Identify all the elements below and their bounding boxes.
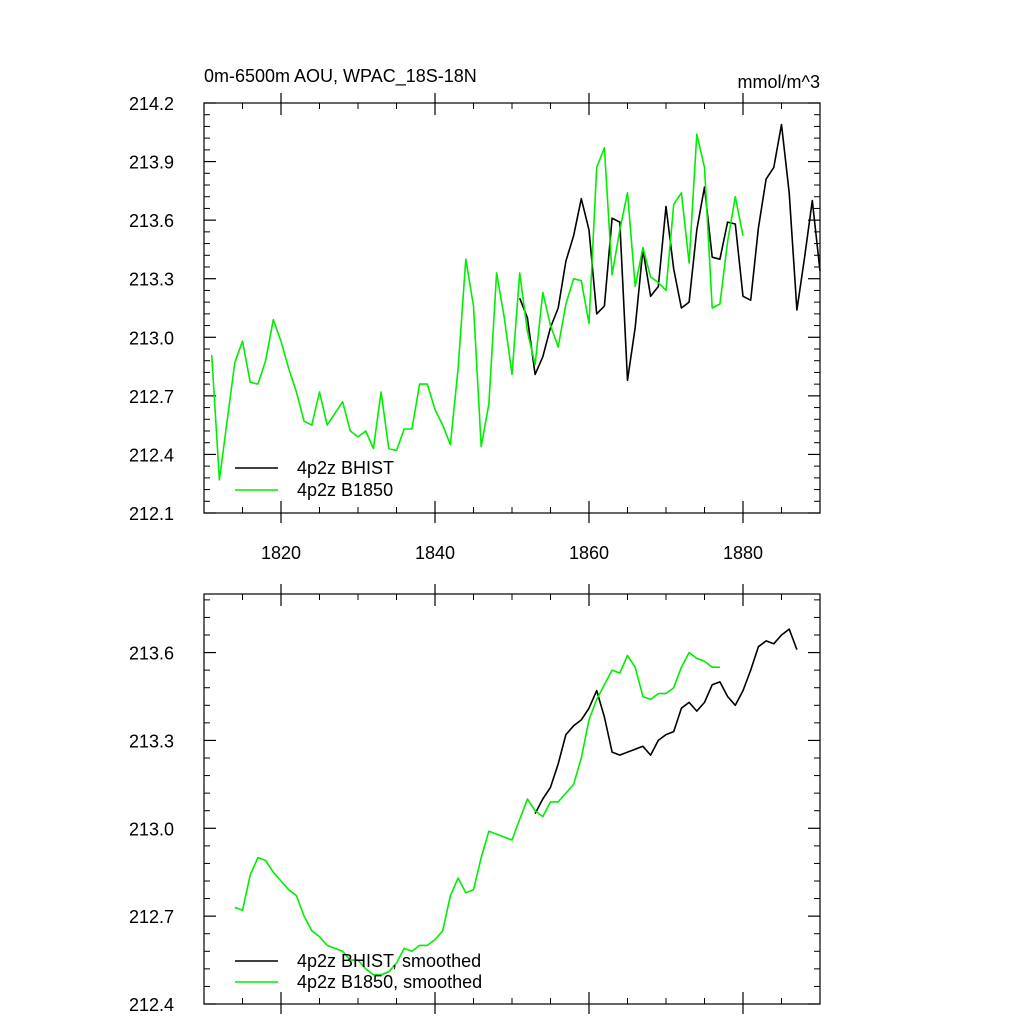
legend-label-b1850-smoothed: 4p2z B1850, smoothed <box>297 972 482 992</box>
legend-label-b1850: 4p2z B1850 <box>297 480 393 500</box>
y-tick-label: 213.9 <box>129 153 174 173</box>
series-line-4p2z-b1850-smoothed <box>234 651 720 976</box>
series-line-4p2z-b1850 <box>210 133 744 481</box>
top-legend: 4p2z BHIST 4p2z B1850 <box>235 458 394 500</box>
top-series-lines <box>210 123 821 481</box>
y-tick-label: 213.0 <box>129 819 174 839</box>
legend-label-bhist: 4p2z BHIST <box>297 458 394 478</box>
units-label: mmol/m^3 <box>738 72 820 92</box>
x-tick-label: 1880 <box>723 543 763 563</box>
y-tick-label: 212.4 <box>129 995 174 1015</box>
bottom-series-lines <box>234 628 798 976</box>
x-tick-label: 1840 <box>415 543 455 563</box>
top-plot-frame <box>203 102 821 514</box>
legend-label-bhist-smoothed: 4p2z BHIST, smoothed <box>297 951 481 971</box>
y-tick-label: 213.3 <box>129 731 174 751</box>
y-tick-label: 213.3 <box>129 270 174 290</box>
bottom-legend: 4p2z BHIST, smoothed 4p2z B1850, smoothe… <box>235 951 482 992</box>
series-line-4p2z-bhist <box>518 123 821 382</box>
series-line-4p2z-bhist-smoothed <box>534 628 798 814</box>
x-tick-label: 1860 <box>569 543 609 563</box>
y-tick-label: 214.2 <box>129 94 174 114</box>
top-panel: 0m-6500m AOU, WPAC_18S-18N mmol/m^3 1820… <box>129 66 821 563</box>
y-tick-label: 212.7 <box>129 387 174 407</box>
chart-title: 0m-6500m AOU, WPAC_18S-18N <box>204 66 477 87</box>
bottom-axis-ticks: 212.4 212.7 213.0 213.3 213.6 <box>129 584 820 1015</box>
y-tick-label: 212.7 <box>129 907 174 927</box>
y-tick-label: 212.1 <box>129 504 174 524</box>
y-tick-label: 213.6 <box>129 644 174 664</box>
bottom-plot-frame <box>203 593 821 1005</box>
y-tick-label: 213.6 <box>129 211 174 231</box>
y-tick-label: 213.0 <box>129 328 174 348</box>
bottom-panel: 212.4 212.7 213.0 213.3 213.6 4p2z BHIST, sm… <box>129 584 821 1015</box>
y-tick-label: 212.4 <box>129 445 174 465</box>
x-tick-label: 1820 <box>261 543 301 563</box>
